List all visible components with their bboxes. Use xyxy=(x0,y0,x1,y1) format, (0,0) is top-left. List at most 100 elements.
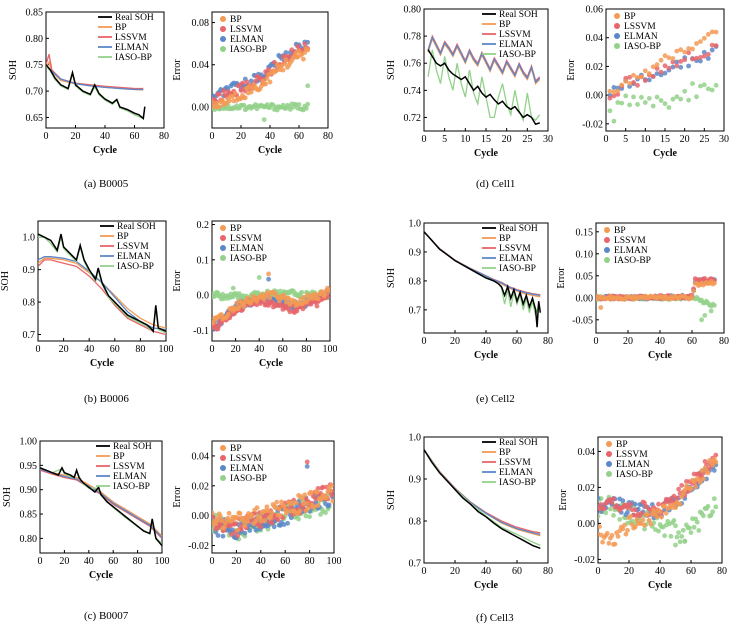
series-line-bp xyxy=(40,467,162,537)
point-bp xyxy=(705,32,711,37)
point-bp xyxy=(654,514,660,520)
point-lssvm xyxy=(635,82,640,88)
point-bp xyxy=(236,304,242,310)
point-iaso xyxy=(694,519,700,525)
point-lssvm xyxy=(650,74,656,79)
x-tick-label: 30 xyxy=(719,134,729,145)
point-lssvm xyxy=(275,517,281,523)
point-bp xyxy=(713,29,719,35)
point-bp xyxy=(235,527,241,533)
point-lssvm xyxy=(643,504,649,509)
x-tick-label: 80 xyxy=(159,131,169,142)
point-bp xyxy=(234,515,239,520)
series-line-real xyxy=(424,231,542,328)
point-bp xyxy=(306,505,311,511)
point-iaso xyxy=(623,93,629,99)
point-bp xyxy=(245,295,250,301)
point-elman xyxy=(304,464,310,469)
point-bp xyxy=(611,89,617,95)
point-bp xyxy=(258,518,264,524)
y-axis-label: SOH xyxy=(386,490,397,510)
point-iaso xyxy=(710,509,716,515)
x-tick-label: 60 xyxy=(512,566,522,577)
plot-frame xyxy=(605,8,725,132)
point-lssvm xyxy=(313,496,319,502)
legend-label-iaso: IASO-BP xyxy=(230,254,267,264)
panel-caption: (f) Cell3 xyxy=(476,612,514,624)
point-lssvm xyxy=(674,495,680,501)
point-bp xyxy=(241,303,247,309)
series-line-real xyxy=(427,49,540,126)
point-bp xyxy=(226,311,231,317)
legend-label-lssvm: LSSVM xyxy=(616,450,648,460)
point-lssvm xyxy=(287,309,293,315)
legend-label-elman: ELMAN xyxy=(614,246,648,256)
y-tick-label: 0.02 xyxy=(586,62,604,73)
point-iaso xyxy=(323,510,328,516)
soh-chart: 0 20 40 60 80 0.65 0.70 0.75 0.80 0.85 Cycle SOH Rea… xyxy=(8,8,169,157)
point-lssvm xyxy=(302,41,308,47)
series-lines xyxy=(38,233,166,336)
point-iaso xyxy=(670,96,676,102)
point-lssvm xyxy=(221,88,227,93)
x-tick-label: 40 xyxy=(84,344,94,355)
x-axis-label: Cycle xyxy=(474,148,498,159)
y-axis-label: Error xyxy=(172,486,183,508)
x-axis-label: Cycle xyxy=(258,145,282,156)
point-bp xyxy=(662,53,668,59)
point-lssvm xyxy=(654,66,660,71)
point-elman xyxy=(266,276,271,282)
point-bp xyxy=(267,79,273,85)
point-bp xyxy=(615,534,621,539)
point-lssvm xyxy=(642,78,648,83)
point-bp xyxy=(654,62,660,67)
error-chart: 0 20 40 60 80 0.00 0.04 0.08 Cycle Error BPLSSVMEL… xyxy=(172,11,333,156)
point-lssvm xyxy=(682,57,688,63)
point-iaso xyxy=(615,100,621,105)
x-tick-label: 20 xyxy=(231,344,241,355)
point-iaso xyxy=(709,87,715,93)
x-tick-label: 0 xyxy=(596,566,601,577)
point-elman xyxy=(709,47,715,53)
point-iaso xyxy=(686,97,691,103)
x-tick-label: 100 xyxy=(155,556,170,567)
y-tick-label: 0.08 xyxy=(192,18,210,29)
point-iaso xyxy=(698,83,703,89)
y-tick-label: 0.04 xyxy=(192,60,210,71)
point-iaso xyxy=(688,530,694,535)
point-bp xyxy=(264,504,270,510)
point-bp xyxy=(326,288,330,293)
point-iaso xyxy=(646,96,652,101)
point-bp xyxy=(666,55,672,61)
point-bp xyxy=(688,486,694,492)
point-iaso xyxy=(631,94,636,100)
point-elman xyxy=(711,468,717,473)
error-chart: 0 20 40 60 80 -0.05 0.00 0.05 0.10 0.15 Cycle Error… xyxy=(556,222,729,361)
point-bp xyxy=(686,46,691,51)
point-iaso xyxy=(713,82,719,88)
x-tick-label: 60 xyxy=(294,131,304,142)
point-bp xyxy=(218,514,223,519)
x-tick-label: 15 xyxy=(660,134,670,145)
point-bp xyxy=(648,521,654,527)
x-tick-label: 40 xyxy=(84,556,94,567)
y-tick-label: 0.00 xyxy=(578,519,596,530)
point-iaso xyxy=(303,513,309,519)
legend-label-real: Real SOH xyxy=(499,224,538,234)
x-tick-label: 15 xyxy=(481,134,491,145)
y-tick-label: 0.00 xyxy=(192,511,210,522)
legend-label-lssvm: LSSVM xyxy=(499,244,531,254)
soh-chart: 0 20 40 60 80 100 0.7 0.8 0.9 1.0 Cycle SOH Real SOH… xyxy=(0,220,174,369)
point-bp xyxy=(604,531,610,536)
x-tick-label: 40 xyxy=(265,131,275,142)
scatter-points xyxy=(607,29,719,124)
y-axis-label: SOH xyxy=(2,487,13,507)
panel-caption: (d) Cell1 xyxy=(476,178,515,190)
point-lssvm xyxy=(253,78,258,84)
point-lssvm xyxy=(639,510,644,516)
point-iaso xyxy=(666,105,672,110)
legend-label-iaso: IASO-BP xyxy=(117,262,154,272)
point-lssvm xyxy=(212,514,216,520)
point-lssvm xyxy=(670,59,676,65)
